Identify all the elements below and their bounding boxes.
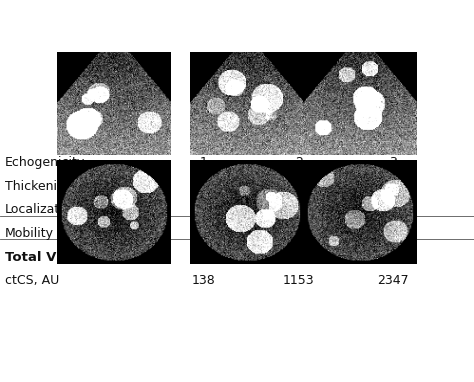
Text: 0: 0 bbox=[200, 180, 208, 193]
Text: 2: 2 bbox=[390, 180, 397, 193]
Text: 1: 1 bbox=[200, 227, 208, 240]
Text: 3: 3 bbox=[199, 251, 209, 264]
Text: 1: 1 bbox=[200, 203, 208, 216]
Text: 1: 1 bbox=[200, 156, 208, 169]
Text: 2: 2 bbox=[295, 203, 302, 216]
Text: 1: 1 bbox=[295, 227, 302, 240]
Text: 1: 1 bbox=[295, 180, 302, 193]
Text: 6: 6 bbox=[294, 251, 303, 264]
Text: 138: 138 bbox=[192, 274, 216, 287]
Text: Total Visual Score: Total Visual Score bbox=[5, 251, 138, 264]
Text: Mobility: Mobility bbox=[5, 227, 54, 240]
Text: 3: 3 bbox=[390, 156, 397, 169]
Text: 3: 3 bbox=[390, 227, 397, 240]
Text: 2: 2 bbox=[390, 203, 397, 216]
Text: Thickening: Thickening bbox=[5, 180, 73, 193]
Text: 2347: 2347 bbox=[378, 274, 409, 287]
Text: Localization: Localization bbox=[5, 203, 79, 216]
Text: Echogenicity: Echogenicity bbox=[5, 156, 85, 169]
Text: 2: 2 bbox=[295, 156, 302, 169]
Text: 10: 10 bbox=[384, 251, 402, 264]
Text: ctCS, AU: ctCS, AU bbox=[5, 274, 59, 287]
Text: 1153: 1153 bbox=[283, 274, 314, 287]
